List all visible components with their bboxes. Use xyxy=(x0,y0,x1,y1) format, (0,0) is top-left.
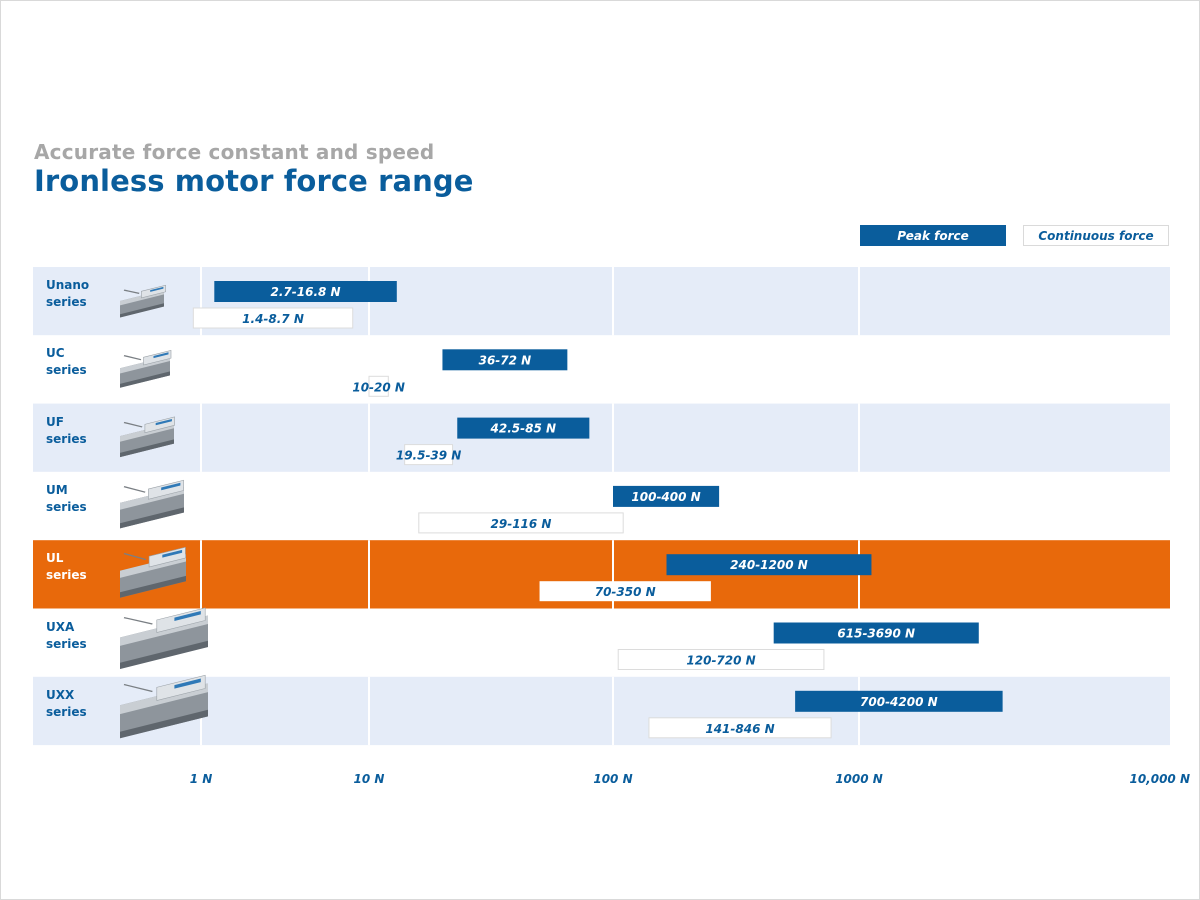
row-label-line2: series xyxy=(46,363,87,378)
continuous-bar-label: 120-720 N xyxy=(686,654,755,668)
x-tick-label: 100 N xyxy=(593,772,633,786)
row-label-line2: series xyxy=(46,636,87,651)
peak-bar-label: 2.7-16.8 N xyxy=(271,285,341,299)
row-band xyxy=(33,608,1170,677)
peak-bar xyxy=(666,554,872,576)
peak-bar xyxy=(214,281,397,302)
row-label: UM series xyxy=(46,482,106,516)
row-label-line1: UC xyxy=(46,346,65,361)
x-tick-label: 10,000 N xyxy=(1129,772,1190,786)
motor-image xyxy=(120,546,186,598)
peak-bar xyxy=(457,417,590,439)
row-label-line2: series xyxy=(46,568,87,583)
continuous-bar-label: 29-116 N xyxy=(491,517,552,531)
row-band xyxy=(33,403,1170,472)
continuous-bar-label: 10-20 N xyxy=(352,380,405,394)
row-label: Unano series xyxy=(46,277,106,311)
row-label: UXA series xyxy=(46,619,106,653)
continuous-bar-label: 19.5-39 N xyxy=(396,449,462,463)
continuous-bar xyxy=(648,717,832,739)
continuous-bar-label: 141-846 N xyxy=(705,722,774,736)
motor-image xyxy=(120,284,166,318)
continuous-bar xyxy=(617,649,825,670)
row-label-line1: UXX xyxy=(46,687,75,702)
x-tick-label: 1 N xyxy=(189,772,213,786)
continuous-bar xyxy=(192,307,354,329)
row-label-line2: series xyxy=(46,431,87,446)
motor-image xyxy=(120,350,172,388)
peak-bar-label: 36-72 N xyxy=(479,353,532,367)
peak-bar xyxy=(773,622,979,644)
continuous-bar xyxy=(404,444,454,466)
chart-title: Ironless motor force range xyxy=(34,164,474,198)
peak-bar-label: 700-4200 N xyxy=(860,695,938,709)
row-label-line1: UM xyxy=(46,482,68,497)
row-band xyxy=(33,335,1170,404)
x-tick-label: 1000 N xyxy=(835,772,883,786)
motor-image xyxy=(120,479,184,529)
row-label-line1: UXA xyxy=(46,619,75,634)
peak-bar-label: 42.5-85 N xyxy=(490,422,557,436)
motor-image xyxy=(120,674,208,739)
row-label: UL series xyxy=(46,550,106,584)
x-tick-label: 10 N xyxy=(353,772,385,786)
row-label-line1: UL xyxy=(46,551,64,566)
continuous-bar xyxy=(368,375,389,397)
row-label-line2: series xyxy=(46,704,87,719)
peak-bar-label: 100-400 N xyxy=(631,490,700,504)
row-label: UXX series xyxy=(46,687,106,721)
row-label-line1: UF xyxy=(46,414,64,429)
row-label-line1: Unano xyxy=(46,278,90,292)
continuous-bar-label: 70-350 N xyxy=(595,585,656,599)
legend-peak-force: Peak force xyxy=(860,225,1006,246)
peak-bar xyxy=(442,349,568,371)
legend-continuous-force: Continuous force xyxy=(1023,225,1169,246)
continuous-bar xyxy=(418,512,624,534)
chart-subtitle: Accurate force constant and speed xyxy=(34,140,435,164)
row-label-line2: series xyxy=(46,295,87,309)
motor-image xyxy=(120,607,208,669)
row-label: UF series xyxy=(46,414,106,448)
peak-bar xyxy=(795,690,1003,712)
row-label: UC series xyxy=(46,345,106,379)
motor-image xyxy=(120,416,175,458)
row-label-line2: series xyxy=(46,499,87,514)
continuous-bar-label: 1.4-8.7 N xyxy=(242,312,304,326)
peak-bar xyxy=(613,485,720,507)
peak-bar-label: 240-1200 N xyxy=(730,558,808,572)
continuous-bar xyxy=(539,581,711,602)
peak-bar-label: 615-3690 N xyxy=(837,627,915,641)
